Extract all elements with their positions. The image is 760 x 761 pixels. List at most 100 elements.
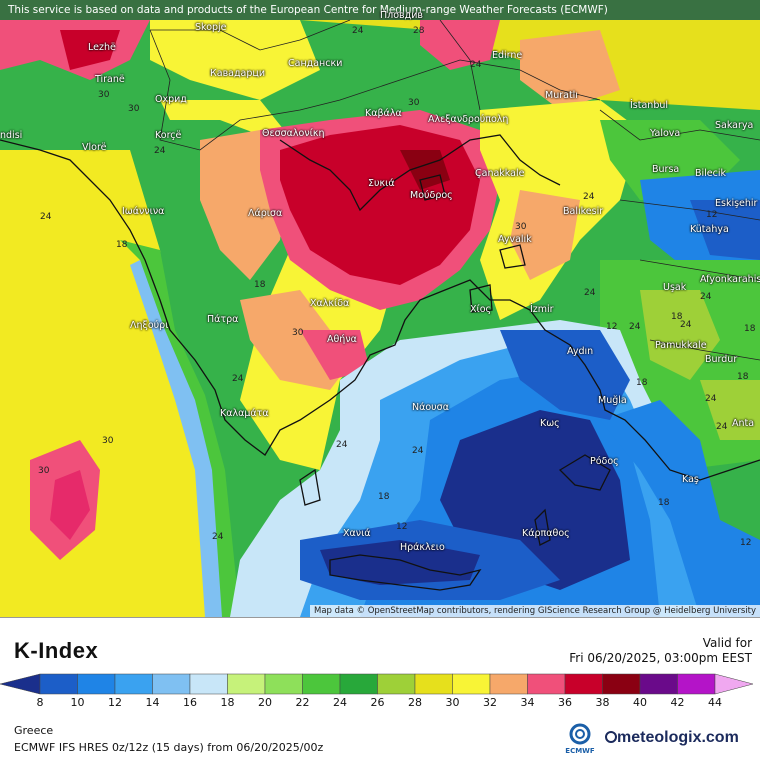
contour-value-label: 24 bbox=[212, 532, 224, 542]
scale-tick-label: 20 bbox=[258, 696, 272, 709]
city-label: Pamukkale bbox=[655, 340, 707, 351]
contour-value-label: 30 bbox=[515, 222, 527, 232]
scale-tick-label: 44 bbox=[708, 696, 722, 709]
city-label: Καλαμάτα bbox=[220, 408, 269, 419]
city-label: Κάρπαθος bbox=[522, 528, 570, 539]
city-label: Kütahya bbox=[690, 224, 729, 235]
city-label: Χανιά bbox=[343, 528, 371, 539]
contour-value-label: 30 bbox=[128, 104, 140, 114]
city-label: Λάρισα bbox=[248, 208, 283, 219]
model-run-label: ECMWF IFS HRES 0z/12z (15 days) from 06/… bbox=[14, 741, 324, 754]
color-scale-bar bbox=[0, 672, 760, 696]
scale-swatch bbox=[302, 673, 341, 695]
contour-value-label: 30 bbox=[292, 328, 304, 338]
scale-swatch bbox=[602, 673, 641, 695]
scale-high-arrow bbox=[714, 673, 754, 695]
city-label: Yalova bbox=[650, 128, 681, 139]
contour-value-label: 18 bbox=[671, 312, 683, 322]
scale-swatch bbox=[152, 673, 191, 695]
valid-time: Fri 06/20/2025, 03:00pm EEST bbox=[569, 651, 752, 665]
scale-tick-label: 14 bbox=[145, 696, 160, 709]
scale-swatch bbox=[414, 673, 453, 695]
contour-value-label: 24 bbox=[584, 288, 596, 298]
city-label: Uşak bbox=[663, 282, 687, 293]
scale-tick-label: 12 bbox=[108, 696, 122, 709]
city-label: Lezhë bbox=[88, 42, 116, 53]
scale-tick-label: 40 bbox=[633, 696, 647, 709]
scale-tick-label: 34 bbox=[520, 696, 535, 709]
city-label: Aydın bbox=[567, 346, 594, 357]
scale-tick-label: 32 bbox=[483, 696, 497, 709]
city-label: Ιωάννινα bbox=[122, 206, 165, 217]
city-label: Συκιά bbox=[368, 178, 395, 189]
contour-value-label: 24 bbox=[352, 26, 364, 36]
city-label: Χαλκίδα bbox=[310, 298, 350, 309]
contour-value-label: 18 bbox=[116, 240, 128, 250]
scale-swatch bbox=[264, 673, 303, 695]
city-label: Пловдив bbox=[380, 10, 423, 21]
city-label: Vlorë bbox=[82, 142, 107, 153]
city-label: Καβάλα bbox=[365, 108, 402, 119]
scale-low-arrow bbox=[0, 673, 41, 695]
contour-value-label: 30 bbox=[102, 436, 114, 446]
valid-label: Valid for bbox=[702, 636, 752, 650]
scale-tick-label: 42 bbox=[670, 696, 685, 709]
city-label: Tiranë bbox=[95, 74, 125, 85]
city-label: Anta bbox=[732, 418, 755, 429]
city-label: Ηράκλειο bbox=[400, 542, 445, 553]
city-label: Θεσσαλονίκη bbox=[262, 128, 325, 139]
scale-swatch bbox=[452, 673, 491, 695]
city-label: Muğla bbox=[598, 395, 627, 406]
city-label: Burdur bbox=[705, 354, 738, 365]
scale-tick-label: 38 bbox=[595, 696, 610, 709]
city-label: Çanakkale bbox=[475, 168, 525, 179]
contour-value-label: 30 bbox=[98, 90, 110, 100]
city-label: ndisi bbox=[0, 130, 23, 141]
contour-value-label: 24 bbox=[583, 192, 595, 202]
city-label: Кавадарци bbox=[210, 68, 266, 79]
contour-value-label: 24 bbox=[232, 374, 244, 384]
meteologix-brand[interactable]: meteologix.com bbox=[605, 729, 739, 747]
contour-value-label: 12 bbox=[706, 210, 718, 220]
contour-value-label: 24 bbox=[705, 394, 717, 404]
contour-value-label: 24 bbox=[412, 446, 424, 456]
contour-value-label: 24 bbox=[470, 60, 482, 70]
scale-swatch bbox=[227, 673, 266, 695]
scale-swatch bbox=[339, 673, 378, 695]
scale-tick-label: 16 bbox=[183, 696, 197, 709]
k-index-field bbox=[0, 0, 760, 617]
color-scale-ticks: 8 10 12 14 16 18 20 22 24 26 28 30 32 34 36 38 40 42 44 bbox=[0, 696, 760, 712]
city-label: Skopje bbox=[195, 22, 227, 33]
city-label: Ληξούρι bbox=[130, 320, 169, 331]
contour-value-label: 18 bbox=[378, 492, 390, 502]
city-label: Eskişehir bbox=[715, 198, 758, 209]
contour-value-label: 30 bbox=[38, 466, 50, 476]
color-scale-svg bbox=[0, 673, 754, 695]
scale-tick-label: 36 bbox=[558, 696, 572, 709]
parameter-title: K-Index bbox=[14, 638, 99, 663]
city-label: Edirne bbox=[492, 50, 523, 61]
contour-value-label: 24 bbox=[716, 422, 728, 432]
meteologix-logo-icon bbox=[605, 731, 617, 743]
scale-swatch bbox=[39, 673, 78, 695]
city-label: Μούδρος bbox=[410, 190, 453, 201]
city-label: Afyonkarahisar bbox=[700, 274, 760, 285]
scale-swatch bbox=[77, 673, 116, 695]
city-label: Muratlı bbox=[545, 90, 578, 101]
contour-value-label: 12 bbox=[740, 538, 752, 548]
contour-value-label: 24 bbox=[40, 212, 52, 222]
scale-tick-label: 18 bbox=[220, 696, 235, 709]
valid-time-block: Valid for Fri 06/20/2025, 03:00pm EEST bbox=[569, 636, 752, 666]
contour-value-label: 18 bbox=[737, 372, 749, 382]
ecmwf-logo-icon: ECMWF bbox=[565, 723, 595, 755]
ecmwf-service-note: This service is based on data and produc… bbox=[0, 0, 760, 20]
contour-value-label: 12 bbox=[606, 322, 618, 332]
k-index-map[interactable]: This service is based on data and produc… bbox=[0, 0, 760, 617]
city-label: Korçë bbox=[155, 130, 182, 141]
scale-swatch bbox=[639, 673, 678, 695]
city-label: Bursa bbox=[652, 164, 680, 175]
scale-tick-label: 24 bbox=[333, 696, 347, 709]
city-label: Сандански bbox=[288, 58, 343, 69]
ecmwf-logo: ECMWF bbox=[562, 722, 598, 756]
city-label: Αλεξανδρούπολη bbox=[428, 114, 509, 125]
